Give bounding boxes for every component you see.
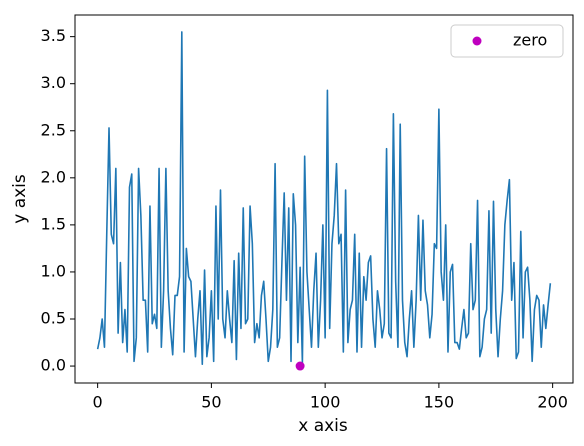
x-tick-label: 200 (537, 393, 568, 412)
x-tick-label: 100 (310, 393, 341, 412)
plot-frame (74, 14, 574, 384)
y-tick-label: 1.0 (41, 261, 66, 280)
y-tick-label: 2.0 (41, 167, 66, 186)
y-tick-label: 0.0 (41, 356, 66, 375)
scatter-point (295, 361, 305, 371)
y-tick-label: 0.5 (41, 309, 66, 328)
y-tick-label: 3.0 (41, 73, 66, 92)
line-series (96, 31, 552, 365)
x-tick-label: 50 (201, 393, 221, 412)
y-tick-label: 2.5 (41, 120, 66, 139)
x-tick-label: 0 (93, 393, 103, 412)
y-tick-label: 1.5 (41, 214, 66, 233)
x-axis-label: x axis (298, 416, 348, 436)
y-axis-label: y axis (10, 174, 30, 224)
legend-label: zero (513, 31, 547, 50)
legend-marker (472, 36, 482, 46)
x-tick-label: 150 (424, 393, 455, 412)
legend-box (450, 24, 564, 58)
y-tick-label: 3.5 (41, 26, 66, 45)
